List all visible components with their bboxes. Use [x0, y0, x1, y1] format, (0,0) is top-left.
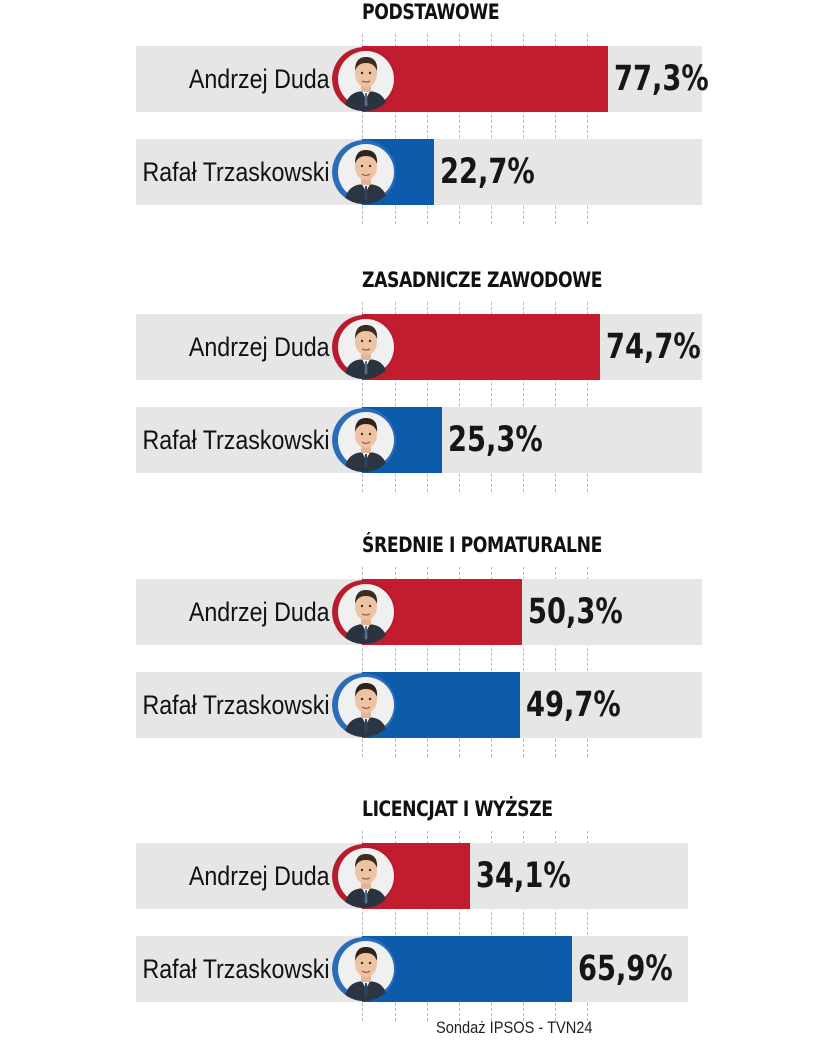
source-note: Sondaż IPSOS - TVN24: [436, 1018, 593, 1037]
candidate-row: Rafał Trzaskowski 22,7%: [136, 139, 702, 205]
value-label: 49,7%: [526, 685, 621, 725]
grid-line: [427, 302, 428, 492]
grid-line: [491, 831, 492, 1021]
grid-line: [523, 302, 524, 492]
grid-line: [555, 831, 556, 1021]
value-label: 34,1%: [476, 856, 572, 896]
result-bar: [362, 46, 608, 112]
grid-line: [459, 34, 460, 224]
grid-line: [523, 34, 524, 224]
grid-line: [395, 34, 396, 224]
chart-group: PODSTAWOWE Andrzej Duda 77,3% Rafał Trzask…: [0, 0, 840, 240]
grid-line: [427, 567, 428, 757]
candidate-name: Rafał Trzaskowski: [142, 954, 330, 984]
candidate-row: Rafał Trzaskowski 65,9%: [136, 936, 688, 1002]
grid-line: [587, 302, 588, 492]
value-label: 25,3%: [448, 420, 544, 460]
andrzej-duda-portrait-icon: [332, 47, 396, 111]
grid-line: [459, 567, 460, 757]
grid-line: [427, 831, 428, 1021]
candidate-row: Andrzej Duda 34,1%: [136, 843, 688, 909]
grid-line: [362, 567, 363, 757]
candidate-name: Rafał Trzaskowski: [142, 425, 330, 455]
andrzej-duda-portrait-icon: [332, 844, 396, 908]
rafal-trzaskowski-portrait-icon: [332, 673, 396, 737]
grid-line: [491, 302, 492, 492]
candidate-row: Andrzej Duda 77,3%: [136, 46, 709, 112]
rafal-trzaskowski-portrait-icon: [332, 408, 396, 472]
andrzej-duda-portrait-icon: [332, 580, 396, 644]
grid-line: [587, 831, 588, 1021]
group-title: ZASADNICZE ZAWODOWE: [362, 268, 603, 292]
grid-line: [395, 302, 396, 492]
group-title: LICENCJAT I WYŻSZE: [362, 797, 553, 821]
result-bar: [362, 314, 600, 380]
candidate-name: Andrzej Duda: [189, 64, 330, 94]
grid-line: [362, 831, 363, 1021]
chart-group: LICENCJAT I WYŻSZE Andrzej Duda 34,1% Rafa…: [0, 797, 840, 1037]
grid-line: [523, 567, 524, 757]
candidate-row: Andrzej Duda 74,7%: [136, 314, 702, 380]
value-label: 77,3%: [613, 59, 709, 99]
grid-line: [362, 302, 363, 492]
grid-line: [362, 34, 363, 224]
grid-line: [587, 34, 588, 224]
candidate-name: Andrzej Duda: [189, 332, 330, 362]
grid-line: [523, 831, 524, 1021]
candidate-name: Andrzej Duda: [189, 597, 330, 627]
candidate-name: Andrzej Duda: [189, 861, 330, 891]
grid-line: [491, 34, 492, 224]
grid-line: [427, 34, 428, 224]
candidate-row: Andrzej Duda 50,3%: [136, 579, 702, 645]
grid-line: [555, 567, 556, 757]
candidate-name: Rafał Trzaskowski: [142, 157, 330, 187]
grid-line: [587, 567, 588, 757]
candidate-row: Rafał Trzaskowski 25,3%: [136, 407, 702, 473]
grid-line: [395, 831, 396, 1021]
value-label: 65,9%: [577, 949, 673, 989]
chart-group: ZASADNICZE ZAWODOWE Andrzej Duda 74,7% Raf…: [0, 268, 840, 508]
grid-line: [395, 567, 396, 757]
value-label: 22,7%: [440, 152, 535, 192]
rafal-trzaskowski-portrait-icon: [332, 140, 396, 204]
grid-line: [555, 302, 556, 492]
group-title: ŚREDNIE I POMATURALNE: [362, 533, 602, 557]
grid-line: [459, 302, 460, 492]
candidate-row: Rafał Trzaskowski 49,7%: [136, 672, 702, 738]
group-title: PODSTAWOWE: [362, 0, 500, 24]
andrzej-duda-portrait-icon: [332, 315, 396, 379]
chart-group: ŚREDNIE I POMATURALNE Andrzej Duda 50,3% R…: [0, 533, 840, 773]
rafal-trzaskowski-portrait-icon: [332, 937, 396, 1001]
grid-line: [491, 567, 492, 757]
candidate-name: Rafał Trzaskowski: [142, 690, 330, 720]
grid-line: [555, 34, 556, 224]
value-label: 50,3%: [527, 592, 623, 632]
result-bar: [362, 936, 572, 1002]
grid-line: [459, 831, 460, 1021]
value-label: 74,7%: [605, 327, 701, 367]
